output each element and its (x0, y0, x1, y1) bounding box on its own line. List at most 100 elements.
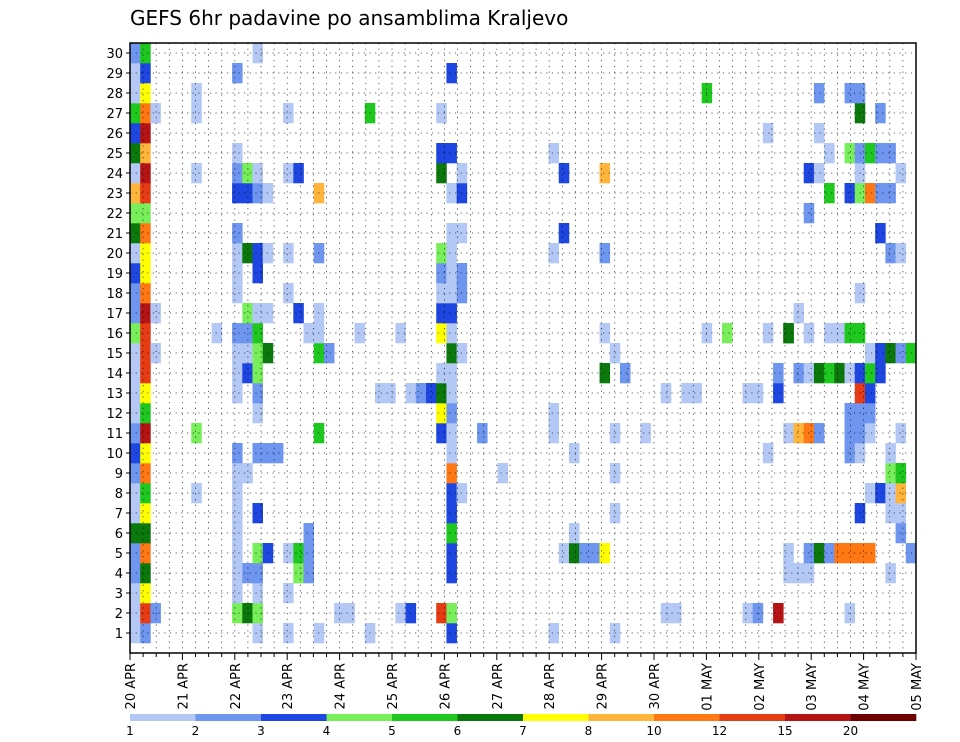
heatmap-cell (436, 323, 447, 344)
heatmap-cell (130, 123, 141, 144)
heatmap-cell (232, 283, 243, 304)
heatmap-cell (354, 323, 366, 344)
heatmap-cell (599, 243, 611, 264)
heatmap-cell (793, 363, 805, 384)
heatmap-cell (232, 63, 243, 84)
y-tick-label: 8 (115, 487, 123, 502)
heatmap-cells (130, 43, 917, 644)
heatmap-cell (773, 603, 784, 624)
heatmap-cell (864, 183, 876, 204)
heatmap-cell (130, 543, 141, 564)
heatmap-cell (232, 263, 243, 284)
heatmap-cell (242, 363, 253, 384)
heatmap-cell (783, 323, 794, 344)
heatmap-cell (885, 243, 896, 264)
heatmap-cell (140, 343, 151, 364)
heatmap-cell (762, 123, 774, 144)
heatmap-cell (783, 563, 794, 584)
heatmap-cell (130, 243, 141, 264)
heatmap-cell (232, 523, 243, 544)
heatmap-cell (426, 383, 437, 404)
heatmap-cell (395, 323, 406, 344)
heatmap-cell (303, 523, 315, 544)
heatmap-cell (283, 583, 294, 604)
x-tick-label: 23 APR (281, 663, 296, 709)
heatmap-cell (140, 483, 151, 504)
color-scale-label: 1 (126, 724, 134, 738)
heatmap-cell (446, 443, 457, 464)
heatmap-cell (436, 143, 447, 164)
heatmap-cell (589, 543, 600, 564)
heatmap-cell (456, 183, 468, 204)
heatmap-cell (722, 323, 733, 344)
heatmap-cell (405, 603, 417, 624)
heatmap-cell (150, 603, 161, 624)
heatmap-cell (140, 443, 151, 464)
heatmap-cell (140, 363, 151, 384)
heatmap-cell (875, 363, 886, 384)
heatmap-cell (671, 603, 682, 624)
heatmap-cell (436, 403, 447, 424)
y-tick-label: 12 (106, 407, 123, 422)
heatmap-cell (895, 423, 907, 444)
heatmap-cell (446, 263, 457, 284)
color-scale-swatch (261, 714, 327, 721)
heatmap-cell (232, 163, 243, 184)
heatmap-cell (446, 343, 457, 364)
heatmap-cell (793, 303, 805, 324)
heatmap-cell (293, 303, 304, 324)
heatmap-cell (436, 263, 447, 284)
heatmap-cell (140, 603, 151, 624)
heatmap-cell (793, 423, 805, 444)
heatmap-cell (211, 323, 223, 344)
heatmap-cell (232, 603, 243, 624)
heatmap-cell (773, 363, 784, 384)
heatmap-cell (252, 343, 263, 364)
heatmap-cell (130, 403, 141, 424)
heatmap-cell (446, 283, 457, 304)
heatmap-cell (130, 323, 141, 344)
heatmap-cell (885, 563, 896, 584)
heatmap-cell (232, 323, 243, 344)
color-scale-swatch (654, 714, 720, 721)
heatmap-cell (691, 383, 702, 404)
y-tick-label: 16 (106, 327, 123, 342)
heatmap-cell (232, 363, 243, 384)
heatmap-cell (140, 43, 151, 64)
heatmap-cell (875, 223, 886, 244)
y-tick-label: 30 (106, 47, 123, 62)
heatmap-cell (599, 543, 611, 564)
heatmap-cell (130, 343, 141, 364)
heatmap-cell (875, 103, 886, 124)
heatmap-cell (252, 403, 263, 424)
color-scale-swatch (326, 714, 393, 721)
heatmap-cell (252, 443, 263, 464)
heatmap-cell (191, 103, 202, 124)
heatmap-cell (191, 163, 202, 184)
heatmap-cell (232, 383, 243, 404)
heatmap-cell (446, 403, 457, 424)
heatmap-cell (436, 383, 447, 404)
color-scale-label: 15 (777, 724, 792, 738)
x-tick-label: 02 MAY (753, 663, 768, 711)
heatmap-cell (864, 143, 876, 164)
heatmap-cell (130, 83, 141, 104)
heatmap-cell (374, 383, 386, 404)
heatmap-cell (130, 63, 141, 84)
heatmap-cell (895, 243, 907, 264)
heatmap-cell (140, 223, 151, 244)
heatmap-cell (619, 363, 631, 384)
heatmap-cell (875, 483, 886, 504)
heatmap-cell (130, 363, 141, 384)
heatmap-cell (844, 603, 856, 624)
y-tick-label: 18 (106, 287, 123, 302)
color-scale-label: 4 (323, 724, 331, 738)
heatmap-cell (599, 163, 611, 184)
heatmap-cell (895, 163, 907, 184)
color-scale-swatch (195, 714, 262, 721)
heatmap-cell (568, 523, 580, 544)
heatmap-cell (436, 243, 447, 264)
heatmap-cell (303, 563, 315, 584)
heatmap-cell (824, 143, 835, 164)
heatmap-cell (140, 303, 151, 324)
